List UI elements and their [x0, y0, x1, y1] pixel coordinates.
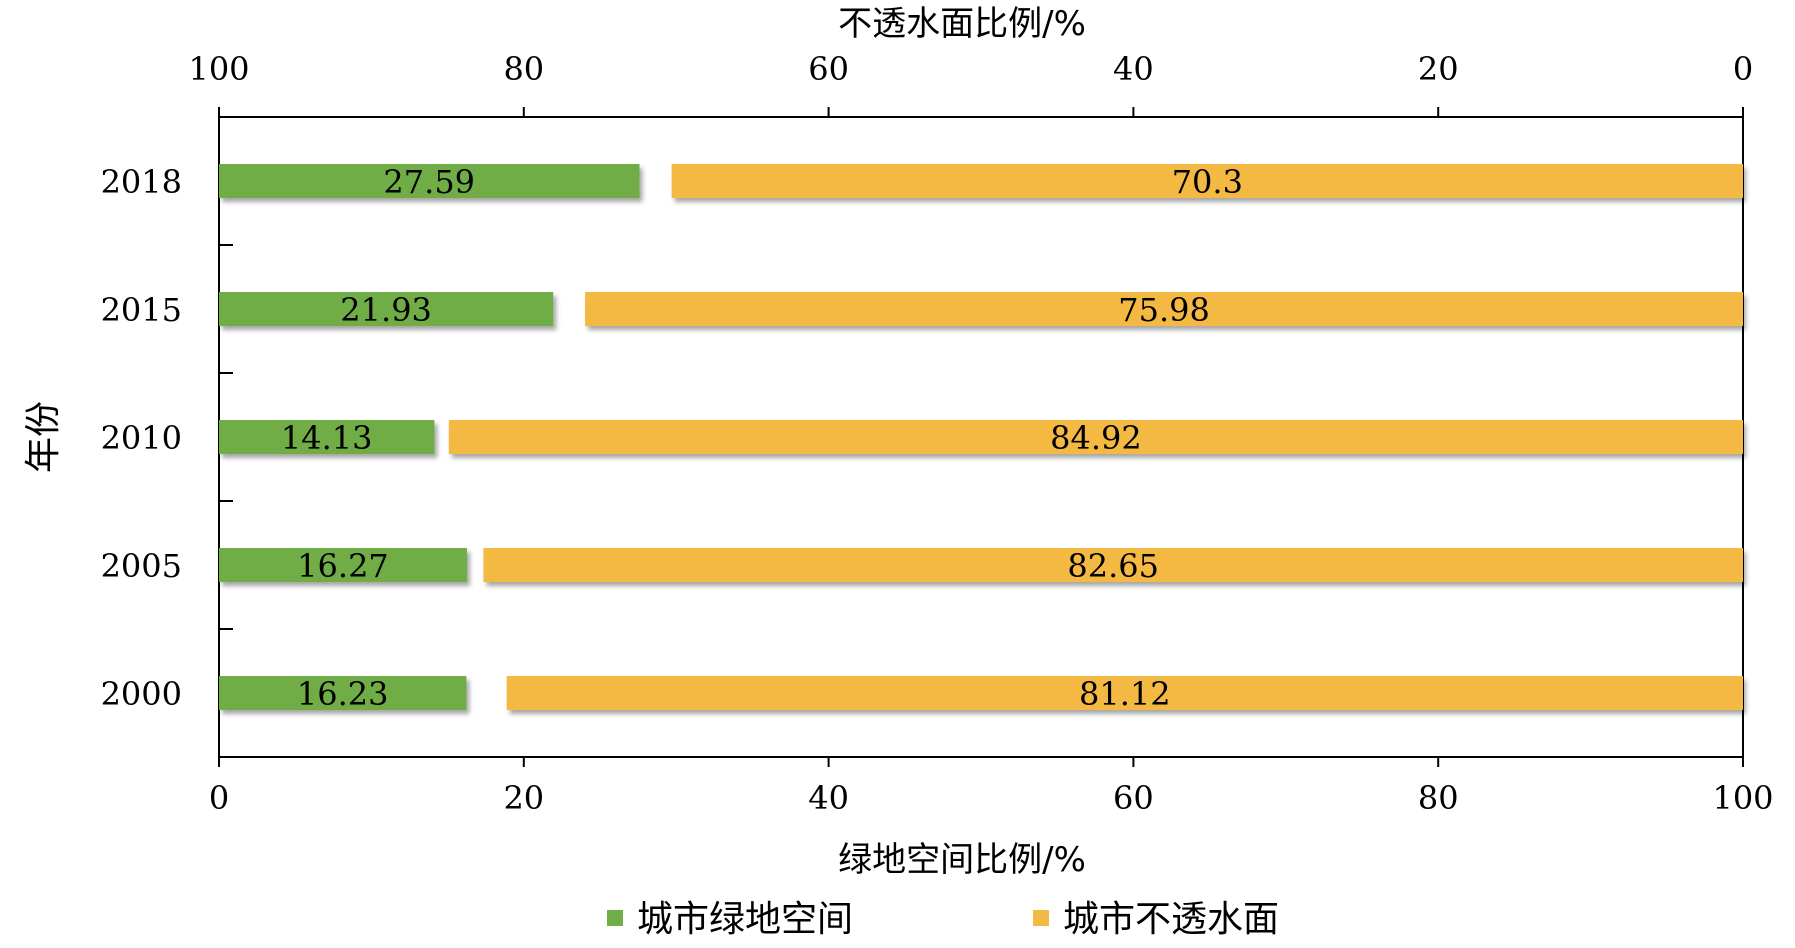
bottom-axis-title: 绿地空间比例/%: [838, 840, 1086, 880]
bar-green-label: 14.13: [281, 419, 373, 457]
bar-orange-label: 81.12: [1079, 675, 1171, 713]
bar-orange: [585, 292, 1743, 326]
bar-green: [219, 548, 467, 582]
bar-orange: [483, 548, 1743, 582]
ticks: [218, 107, 1744, 767]
bar-orange: [671, 164, 1744, 198]
legend-item-orange: 城市不透水面: [1033, 899, 1279, 940]
top-tick-label: 100: [188, 50, 249, 88]
bar-green-label: 27.59: [383, 163, 475, 201]
labels: 0 20 40 60 80 100 100 80 60 40 20 0 2018 27.59 70.3 201…: [101, 50, 1774, 817]
bar-orange-label: 84.92: [1050, 419, 1142, 457]
legend-label-green: 城市绿地空间: [637, 899, 853, 940]
bar-green-label: 21.93: [340, 291, 432, 329]
top-tick-label: 20: [1418, 50, 1459, 88]
bottom-tick-label: 0: [209, 779, 229, 817]
bottom-tick-label: 80: [1418, 779, 1459, 817]
bar-green: [219, 292, 554, 326]
bars: [219, 164, 1744, 710]
bar-green-label: 16.27: [297, 547, 389, 585]
bar-green: [219, 164, 640, 198]
bar-orange-label: 75.98: [1118, 291, 1210, 329]
y-tick-label: 2010: [101, 419, 182, 457]
y-tick-label: 2015: [101, 291, 182, 329]
legend-label-orange: 城市不透水面: [1063, 899, 1279, 940]
bottom-tick-label: 40: [808, 779, 849, 817]
bar-orange-label: 70.3: [1172, 163, 1243, 201]
legend-item-green: 城市绿地空间: [607, 899, 853, 940]
bar-orange: [448, 420, 1743, 454]
bottom-tick-label: 20: [503, 779, 544, 817]
top-tick-label: 40: [1113, 50, 1154, 88]
bottom-tick-label: 60: [1113, 779, 1154, 817]
top-tick-label: 60: [808, 50, 849, 88]
top-tick-label: 80: [503, 50, 544, 88]
legend-swatch-orange: [1033, 910, 1049, 926]
bar-orange-label: 82.65: [1067, 547, 1159, 585]
legend-swatch-green: [607, 910, 623, 926]
bar-orange: [506, 676, 1743, 710]
y-axis-title: 年份: [23, 401, 64, 473]
bottom-tick-label: 100: [1712, 779, 1773, 817]
top-axis-title: 不透水面比例/%: [838, 4, 1086, 44]
bar-green: [219, 676, 467, 710]
y-tick-label: 2005: [101, 547, 182, 585]
y-tick-label: 2018: [101, 163, 182, 201]
top-tick-label: 0: [1733, 50, 1753, 88]
legend: 城市绿地空间 城市不透水面: [607, 899, 1279, 940]
y-tick-label: 2000: [101, 675, 182, 713]
bar-green-label: 16.23: [297, 675, 389, 713]
bar-green: [219, 420, 435, 454]
